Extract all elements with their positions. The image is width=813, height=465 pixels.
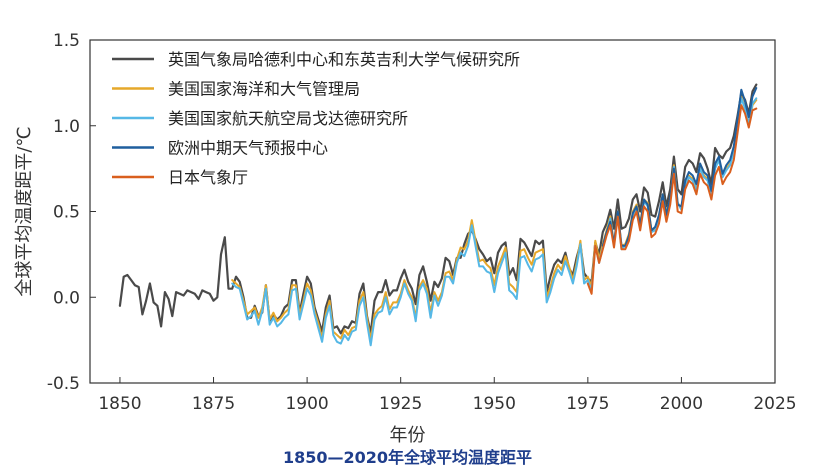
x-tick-label: 2000 (660, 394, 703, 414)
series-line-4 (586, 104, 758, 295)
x-tick-label: 1850 (98, 394, 141, 414)
series-line-3 (601, 87, 758, 247)
y-tick-label: 1.5 (53, 31, 80, 51)
legend-label: 美国国家航天航空局戈达德研究所 (168, 109, 408, 128)
legend-label: 欧洲中期天气预报中心 (168, 139, 328, 158)
legend-label: 日本气象厅 (168, 168, 248, 187)
x-tick-label: 1925 (379, 394, 422, 414)
figure-caption: 1850—2020年全球平均温度距平 (283, 448, 532, 465)
legend-label: 英国气象局哈德利中心和东英吉利大学气候研究所 (168, 50, 520, 69)
y-axis-title: 全球平均温度距平/℃ (14, 126, 35, 296)
x-tick-label: 1975 (566, 394, 609, 414)
y-tick-label: 1.0 (53, 117, 80, 137)
y-tick-label: 0.5 (53, 203, 80, 223)
legend-label: 美国国家海洋和大气管理局 (168, 80, 360, 99)
x-axis-title: 年份 (390, 425, 426, 446)
series-line-2 (231, 97, 758, 347)
x-tick-label: 1875 (192, 394, 235, 414)
series-line-0 (118, 83, 758, 335)
series-line-1 (231, 95, 758, 342)
x-tick-label: 2025 (753, 394, 796, 414)
y-tick-label: 0.0 (53, 288, 80, 308)
series-lines (118, 83, 758, 347)
legend: 英国气象局哈德利中心和东英吉利大学气候研究所美国国家海洋和大气管理局美国国家航天… (112, 50, 520, 187)
x-tick-label: 1950 (473, 394, 516, 414)
axes: 1850 1875 1900 1925 1950 1975 2000 2025 -0.5 0.0 0… (47, 31, 797, 414)
x-tick-label: 1900 (285, 394, 328, 414)
y-tick-label: -0.5 (47, 374, 80, 394)
